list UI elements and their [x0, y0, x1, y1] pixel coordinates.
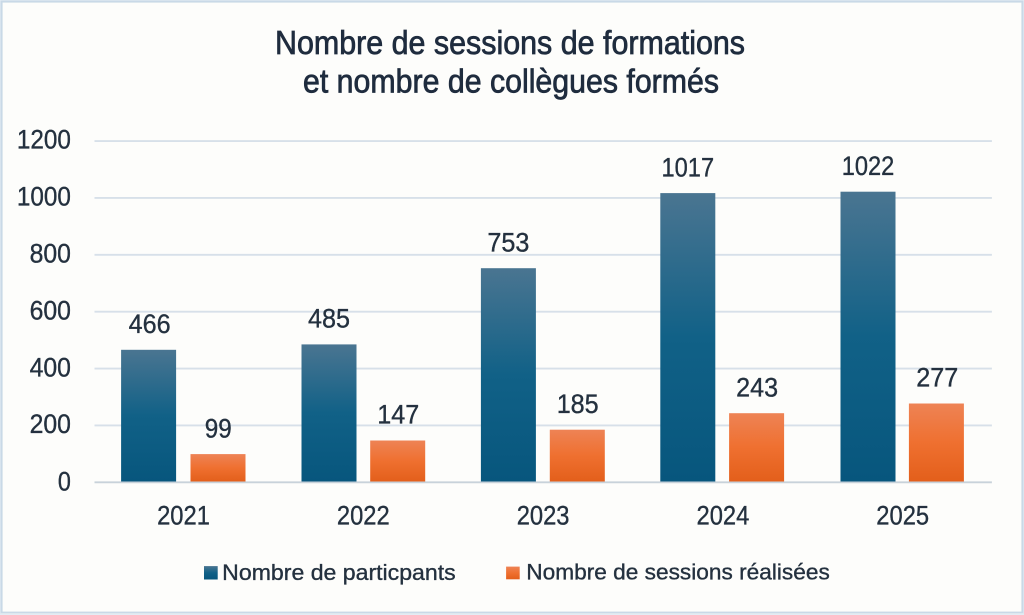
svg-text:1017: 1017: [662, 152, 715, 182]
svg-text:et nombre de collègues formés: et nombre de collègues formés: [303, 63, 719, 100]
svg-text:Nombre de sessions de formatio: Nombre de sessions de formations: [275, 24, 745, 61]
svg-text:99: 99: [205, 413, 232, 443]
svg-text:2023: 2023: [517, 500, 570, 530]
svg-text:2024: 2024: [697, 500, 750, 530]
svg-text:Nombre de particpants: Nombre de particpants: [222, 560, 456, 585]
svg-text:600: 600: [30, 295, 71, 325]
svg-text:147: 147: [377, 400, 419, 430]
svg-text:277: 277: [916, 363, 958, 393]
svg-text:2025: 2025: [876, 500, 929, 530]
svg-text:1000: 1000: [17, 182, 71, 212]
svg-text:243: 243: [736, 372, 778, 402]
svg-text:400: 400: [30, 352, 71, 382]
svg-text:200: 200: [30, 409, 71, 439]
svg-text:1200: 1200: [17, 125, 71, 155]
svg-text:2022: 2022: [337, 500, 390, 530]
svg-text:485: 485: [308, 304, 350, 334]
svg-text:Nombre de sessions réalisées: Nombre de sessions réalisées: [526, 559, 830, 584]
svg-text:800: 800: [30, 239, 71, 269]
svg-text:2021: 2021: [157, 500, 210, 530]
svg-text:1022: 1022: [842, 151, 895, 181]
svg-text:0: 0: [58, 467, 71, 497]
svg-text:185: 185: [557, 389, 599, 419]
svg-text:466: 466: [129, 309, 171, 339]
svg-text:753: 753: [487, 227, 529, 257]
